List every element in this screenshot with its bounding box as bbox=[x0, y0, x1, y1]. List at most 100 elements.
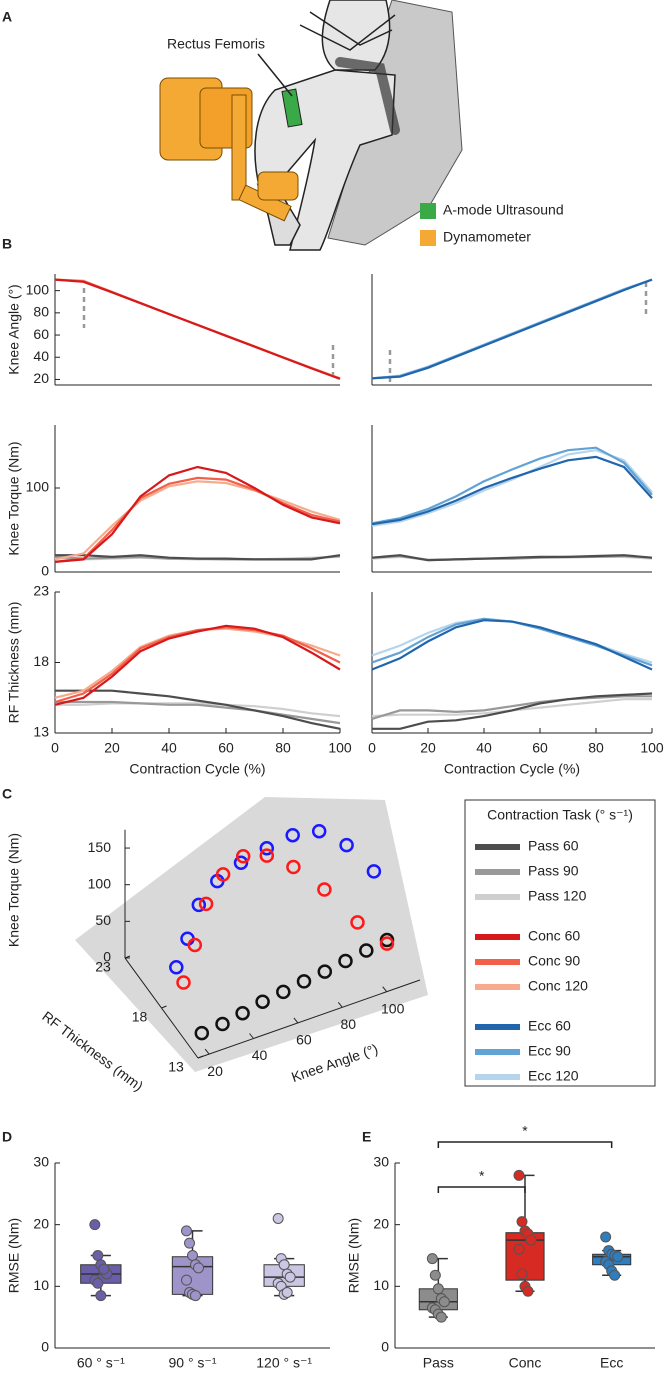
data-point bbox=[198, 896, 214, 912]
data-point bbox=[169, 960, 184, 975]
z-tick-label: 100 bbox=[88, 875, 112, 891]
data-point bbox=[311, 823, 327, 839]
data-point bbox=[438, 1296, 450, 1308]
legend-label: Conc 120 bbox=[528, 978, 588, 994]
data-point bbox=[95, 1290, 107, 1302]
data-point bbox=[379, 936, 395, 951]
data-point bbox=[338, 953, 353, 969]
x-tick bbox=[249, 1033, 254, 1039]
data-point bbox=[98, 1263, 110, 1275]
y-tick-label: 60 bbox=[33, 326, 49, 342]
data-point bbox=[92, 1250, 104, 1261]
x-tick-label: 20 bbox=[420, 740, 436, 756]
z-tick-label: 50 bbox=[95, 912, 111, 928]
data-point bbox=[513, 1243, 525, 1255]
data-point bbox=[285, 827, 300, 843]
legend-label: Ecc 60 bbox=[528, 1018, 571, 1034]
series-line bbox=[371, 278, 653, 380]
series-line bbox=[371, 619, 653, 671]
significance-bracket bbox=[437, 1186, 526, 1193]
data-point bbox=[609, 1269, 621, 1281]
y-tick-label: 10 bbox=[373, 1277, 389, 1293]
y-tick-label: 13 bbox=[168, 1059, 184, 1075]
y-tick-label: 30 bbox=[373, 1154, 389, 1170]
data-point bbox=[276, 984, 291, 1000]
x-tick-label: 60 bbox=[296, 1032, 312, 1048]
legend-label: Conc 60 bbox=[528, 928, 580, 944]
series-line bbox=[54, 480, 341, 561]
panel-label: C bbox=[2, 786, 12, 802]
y-axis-label: RMSE (Nm) bbox=[346, 1218, 362, 1293]
data-point bbox=[278, 1259, 290, 1271]
y-tick-label: 18 bbox=[33, 653, 49, 669]
y-tick bbox=[124, 955, 131, 959]
x-tick bbox=[293, 1017, 299, 1024]
fit-surface bbox=[75, 797, 428, 1072]
y-tick-label: 0 bbox=[41, 563, 49, 579]
series-line bbox=[55, 689, 341, 730]
data-point bbox=[194, 1025, 210, 1041]
data-point bbox=[426, 1253, 438, 1265]
series-line bbox=[54, 626, 341, 704]
data-point bbox=[235, 1005, 250, 1021]
legend-label: Pass 60 bbox=[528, 838, 579, 854]
series-line bbox=[371, 554, 653, 562]
data-point bbox=[296, 974, 312, 989]
series-line bbox=[372, 692, 653, 730]
legend-label: Ecc 90 bbox=[528, 1043, 571, 1059]
x-tick-label: Conc bbox=[509, 1355, 542, 1371]
data-point bbox=[259, 848, 275, 863]
data-point bbox=[259, 841, 275, 856]
dyn-arm bbox=[231, 94, 247, 201]
data-point bbox=[284, 1271, 296, 1283]
x-tick-label: 60 bbox=[218, 740, 234, 756]
ultrasound-probe bbox=[281, 88, 303, 128]
x-tick-label: Pass bbox=[423, 1355, 454, 1371]
data-point bbox=[92, 1277, 104, 1289]
series-line bbox=[371, 446, 653, 525]
data-point bbox=[89, 1219, 101, 1231]
y-tick bbox=[161, 1005, 167, 1009]
legend-swatch bbox=[420, 203, 436, 219]
panel-label: D bbox=[2, 1129, 12, 1145]
x-tick-label: 60 bbox=[532, 740, 548, 756]
series-line bbox=[55, 554, 341, 561]
series-line bbox=[54, 624, 341, 706]
x-tick bbox=[382, 986, 388, 993]
dyn-pad bbox=[257, 171, 299, 201]
muscle-label: Rectus Femoris bbox=[167, 36, 265, 52]
data-point bbox=[272, 1213, 284, 1224]
y-axis-label: RF Thickness (mm) bbox=[39, 1008, 146, 1094]
x-tick-label: 60 ° s⁻¹ bbox=[77, 1355, 125, 1371]
panel-label: B bbox=[2, 236, 12, 252]
y-tick-label: 20 bbox=[33, 1215, 49, 1231]
legend-label: Pass 90 bbox=[528, 863, 579, 879]
illustration: Rectus Femoris A bbox=[2, 0, 463, 251]
data-point bbox=[513, 1169, 525, 1181]
y-axis-label: Knee Angle (°) bbox=[6, 284, 22, 374]
legend-label: Pass 120 bbox=[528, 888, 587, 904]
y-tick-label: 100 bbox=[26, 281, 50, 297]
z-axis-label: Knee Torque (Nm) bbox=[6, 833, 22, 947]
x-tick-label: 40 bbox=[476, 740, 492, 756]
data-point bbox=[190, 1290, 201, 1302]
x-tick bbox=[337, 1001, 343, 1008]
legend-label: Dynamometer bbox=[443, 229, 531, 245]
data-point bbox=[286, 859, 301, 875]
y-tick-label: 40 bbox=[33, 348, 49, 364]
y-tick-label: 10 bbox=[33, 1277, 49, 1293]
series-line bbox=[371, 278, 653, 380]
x-tick-label: 100 bbox=[381, 1000, 405, 1016]
data-point bbox=[317, 964, 333, 979]
data-point bbox=[612, 1251, 624, 1263]
x-tick-label: 20 bbox=[104, 740, 120, 756]
data-point bbox=[233, 855, 249, 871]
panel-label: E bbox=[362, 1129, 371, 1145]
y-tick bbox=[197, 1055, 204, 1059]
x-tick-label: 40 bbox=[161, 740, 177, 756]
data-point bbox=[516, 1216, 528, 1228]
data-point bbox=[281, 1287, 293, 1298]
series-line bbox=[54, 465, 341, 563]
x-tick-label: 120 ° s⁻¹ bbox=[256, 1355, 312, 1371]
series-line bbox=[371, 455, 653, 526]
